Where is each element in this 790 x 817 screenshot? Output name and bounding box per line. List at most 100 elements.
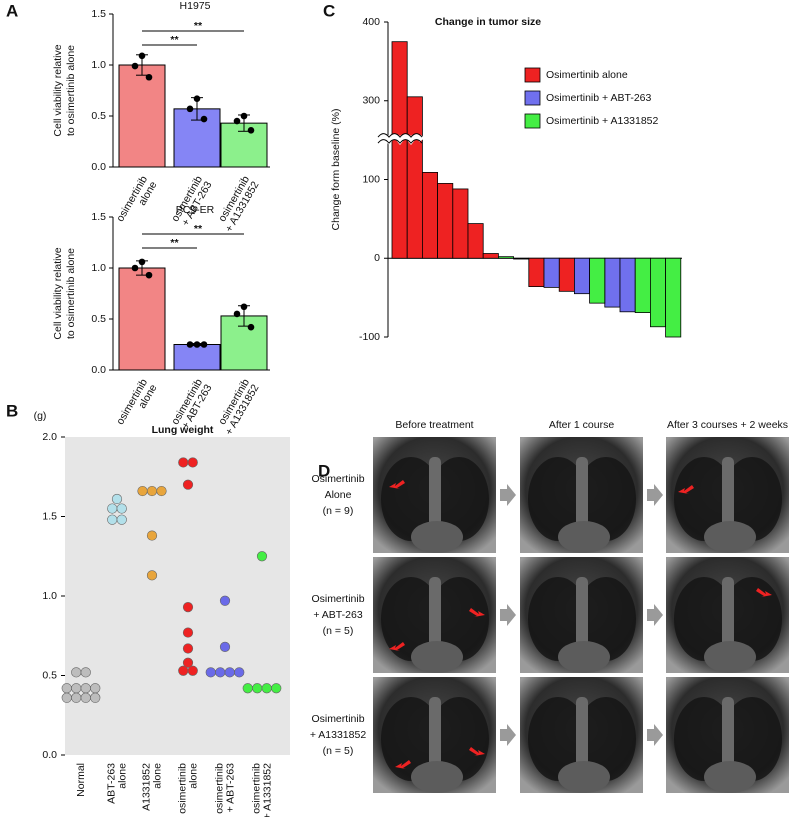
data-point [242, 683, 253, 694]
heart [704, 761, 756, 793]
data-point [107, 503, 118, 514]
y-tick-label: 300 [362, 95, 380, 107]
heart [704, 641, 756, 673]
y-tick-label: 1.5 [91, 8, 106, 20]
bar [558, 257, 575, 292]
legend-label: Osimertinib + ABT-263 [546, 92, 651, 104]
data-point [131, 264, 139, 272]
red-arrow [389, 642, 405, 651]
chart-title: PC9-ER [176, 204, 215, 216]
y-tick-label: 0.5 [91, 110, 106, 122]
lung [429, 577, 489, 661]
mri-image [520, 437, 643, 553]
data-point [71, 667, 82, 678]
bar [421, 172, 438, 259]
heart [558, 641, 610, 673]
lung [528, 697, 588, 781]
lung [674, 577, 734, 661]
y-tick-label: 1.5 [42, 510, 57, 522]
significance-label: ** [170, 237, 179, 249]
legend-label: Osimertinib + A1331852 [546, 115, 659, 127]
heart [704, 521, 756, 553]
data-point [107, 514, 118, 525]
data-point [186, 341, 194, 348]
bar [574, 257, 591, 295]
panel-label: D [318, 461, 330, 480]
row-label: (n = 5) [323, 625, 354, 637]
x-tick-label: alone [116, 763, 128, 789]
plot-background [65, 437, 290, 755]
y-axis-label: Cell viability relative [52, 44, 64, 136]
data-point [247, 323, 255, 331]
bar [543, 257, 560, 288]
row-label: Osimertinib [311, 713, 364, 725]
column-header: Before treatment [395, 419, 473, 431]
y-axis-label: to osimertinib alone [65, 248, 77, 339]
data-point [193, 95, 201, 102]
bar [118, 64, 166, 168]
row-label: (n = 9) [323, 505, 354, 517]
mri-image [373, 437, 496, 553]
data-point [182, 627, 194, 638]
legend-swatch [524, 90, 541, 106]
data-point [61, 683, 72, 694]
mediastinum [429, 457, 441, 537]
lung [674, 697, 734, 781]
x-tick-label: osimertinib [250, 763, 262, 814]
lung [381, 457, 441, 541]
lung [722, 697, 782, 781]
data-point [200, 341, 208, 348]
x-tick-label: + A1331852 [261, 763, 273, 817]
mediastinum [429, 697, 441, 777]
heart [411, 641, 463, 673]
legend-swatch [524, 67, 541, 83]
axis-break [377, 139, 423, 144]
y-tick-label: 0.0 [91, 364, 106, 376]
lung [429, 457, 489, 541]
data-point [145, 73, 153, 81]
bar [619, 257, 636, 313]
data-point [80, 692, 91, 703]
data-point [252, 683, 263, 694]
data-point [80, 683, 91, 694]
bar [482, 253, 499, 259]
red-arrow [389, 480, 405, 489]
data-point [80, 667, 91, 678]
red-arrow [395, 760, 411, 769]
x-tick-label: Normal [75, 763, 87, 797]
x-tick-label: A1331852 [140, 763, 152, 811]
y-tick-label: 1.0 [91, 59, 106, 71]
chart-title: H1975 [180, 0, 211, 12]
data-point [219, 641, 231, 652]
data-point [146, 485, 158, 497]
lung [381, 577, 441, 661]
axis-break [375, 133, 425, 145]
gray-arrow [647, 604, 663, 626]
y-tick-label: -100 [359, 331, 380, 343]
data-point [234, 667, 245, 678]
data-point [240, 303, 248, 311]
panel-label: A [6, 1, 18, 20]
lung [576, 697, 636, 781]
bar [513, 257, 530, 260]
bar [528, 257, 545, 288]
data-point [61, 692, 72, 703]
mediastinum [722, 457, 734, 537]
x-tick-label: alone [151, 763, 163, 789]
data-point [256, 551, 268, 562]
bar [665, 257, 682, 338]
red-arrow [469, 608, 485, 617]
data-point [187, 665, 198, 676]
y-tick-label: 0.5 [91, 313, 106, 325]
y-tick-label: 0.0 [91, 161, 106, 173]
significance-label: ** [194, 223, 203, 235]
bar [391, 41, 408, 259]
data-point [90, 683, 101, 694]
data-point [215, 667, 226, 678]
bar [589, 257, 606, 304]
legend-swatch [524, 113, 541, 129]
bar [467, 223, 484, 259]
red-arrow [756, 588, 772, 597]
bar [497, 256, 514, 259]
heart [558, 761, 610, 793]
